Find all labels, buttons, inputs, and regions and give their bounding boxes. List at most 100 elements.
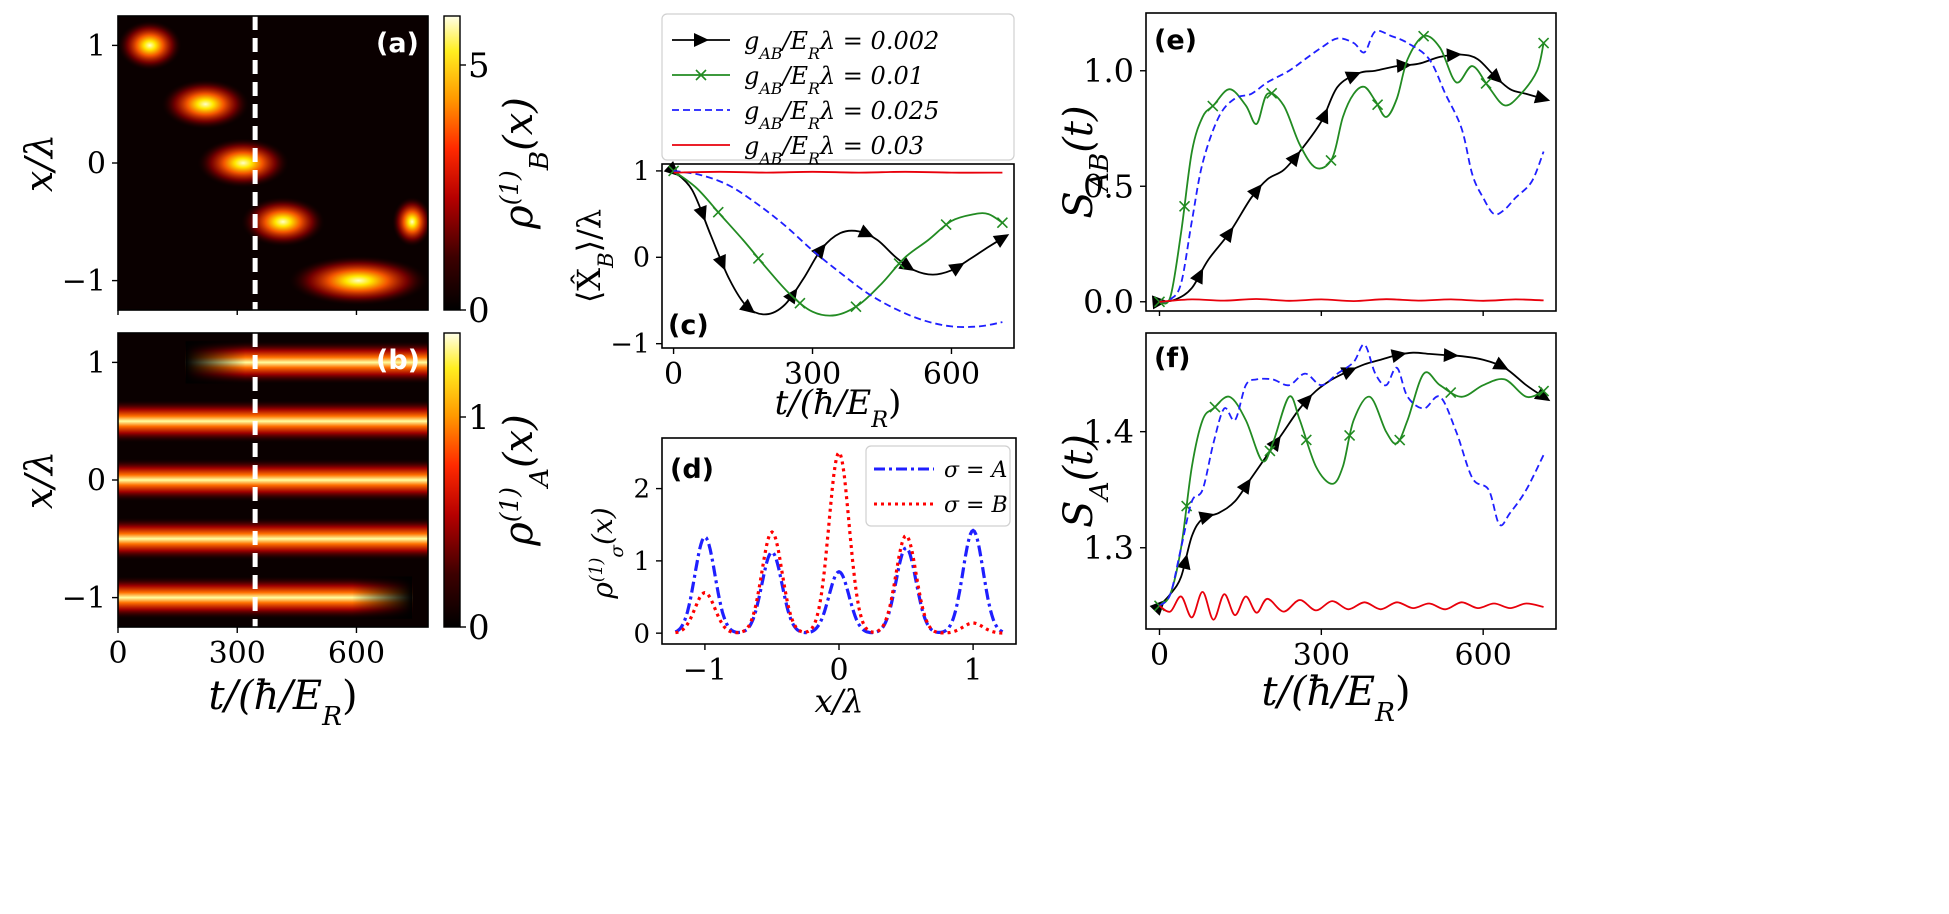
y-tick-label: 1.0 xyxy=(1083,52,1134,90)
x-axis-label: x/λ xyxy=(814,682,863,720)
series-line-000000 xyxy=(1159,53,1543,303)
x-marker xyxy=(893,258,905,270)
y-axis-label: SA(t) xyxy=(1056,434,1115,528)
series-line-228b22 xyxy=(673,170,1003,317)
colorbar-label: ρ(1)B(x) xyxy=(495,97,555,230)
triangle-marker xyxy=(1446,48,1462,63)
y-axis-label: ⟨X̂B⟩/λ xyxy=(570,209,618,303)
x-marker xyxy=(794,297,806,309)
x-marker xyxy=(1264,445,1276,457)
x-marker xyxy=(752,252,764,264)
legend-label: gAB/ERλ = 0.01 xyxy=(744,62,924,98)
series-line-e8000b xyxy=(1158,590,1544,621)
triangle-marker xyxy=(712,254,726,271)
triangle-marker xyxy=(857,224,874,238)
x-tick-label: 600 xyxy=(923,357,980,392)
x-marker xyxy=(850,301,862,313)
x-tick-label: 300 xyxy=(209,636,266,671)
triangle-marker xyxy=(1533,387,1551,402)
x-tick-label: 1 xyxy=(964,653,983,688)
x-axis-label: t/(ħ/ER) xyxy=(208,673,357,732)
x-axis-label: t/(ħ/ER) xyxy=(1261,669,1410,728)
y-tick-label: 1 xyxy=(633,547,650,577)
panel-f: 0 300 600 1.3 1.4SA(t) t/(ħ/ER) (f) xyxy=(1056,332,1557,728)
legend-box xyxy=(661,13,1015,161)
triangle-marker xyxy=(1176,553,1191,571)
density-blob xyxy=(197,138,289,188)
x-tick-label: −1 xyxy=(683,653,727,688)
density-blob xyxy=(241,197,325,247)
panel-label: (d) xyxy=(670,454,714,485)
triangle-marker xyxy=(1486,68,1503,84)
triangle-marker xyxy=(1247,184,1262,201)
triangle-marker xyxy=(1443,348,1459,363)
triangle-marker xyxy=(1297,394,1313,410)
heatmap-content xyxy=(118,16,428,310)
x-marker xyxy=(1418,30,1430,42)
triangle-marker xyxy=(739,298,756,314)
density-blob xyxy=(288,255,428,306)
series-line-e8000b xyxy=(1159,298,1544,303)
x-marker xyxy=(1266,87,1278,99)
colorbar-tick-label: 1 xyxy=(468,398,490,438)
x-tick-label: 600 xyxy=(1455,638,1512,673)
x-marker xyxy=(712,206,724,218)
triangle-marker xyxy=(1390,349,1407,363)
legend-box xyxy=(865,445,1011,527)
panel-label: (e) xyxy=(1154,25,1197,56)
x-marker xyxy=(1300,434,1312,446)
y-tick-label: 2 xyxy=(633,475,650,505)
panel-label: (c) xyxy=(668,310,709,341)
y-tick-label: 0 xyxy=(87,147,106,182)
panel-a: −1 0 1 x/λ (a) 0 5ρ(1)B(x) xyxy=(17,15,555,331)
density-blob xyxy=(118,20,182,71)
triangle-marker xyxy=(992,234,1010,248)
panel-label: (b) xyxy=(376,345,420,376)
x-tick-label: 0 xyxy=(829,653,848,688)
density-profile-ff0000 xyxy=(675,449,1003,635)
triangle-marker xyxy=(1315,107,1329,125)
legend-label: gAB/ERλ = 0.002 xyxy=(744,27,939,63)
x-marker xyxy=(1538,385,1550,397)
triangle-marker xyxy=(1533,89,1551,104)
y-tick-label: −1 xyxy=(62,581,106,616)
y-tick-label: 0.5 xyxy=(1083,167,1134,205)
colorbar-tick-label: 0 xyxy=(468,291,490,331)
series-line-228b22 xyxy=(1158,371,1544,607)
x-axis-label: t/(ħ/ER) xyxy=(775,383,902,433)
triangle-marker xyxy=(1198,511,1215,525)
y-tick-label: −1 xyxy=(62,264,106,299)
axes-frame xyxy=(661,163,1015,349)
triangle-marker xyxy=(1266,435,1281,453)
legend-label: gAB/ERλ = 0.03 xyxy=(744,132,924,168)
triangle-marker xyxy=(1492,356,1509,370)
y-axis-label: x/λ xyxy=(17,134,61,192)
x-marker xyxy=(940,219,952,231)
triangle-marker xyxy=(1344,71,1362,85)
x-marker xyxy=(1445,387,1457,399)
y-tick-label: 0 xyxy=(633,619,650,649)
series-line-e8000b xyxy=(673,170,1003,174)
y-axis-label: x/λ xyxy=(17,451,61,509)
panel-c: 0 300 600 −1 0 1 ⟨X̂B⟩/λ t/(ħ/ER) (c) gAB/ERλ = 0… xyxy=(570,13,1015,433)
colorbar xyxy=(443,332,461,628)
x-marker xyxy=(1394,434,1406,446)
panel-d: −1 0 1 0 1 2ρ(1)σ(x) x/λ (d) σ = A σ = B xyxy=(586,437,1017,720)
x-marker xyxy=(1538,37,1550,49)
x-tick-label: 300 xyxy=(1293,638,1350,673)
triangle-marker xyxy=(811,243,826,260)
density-blob xyxy=(161,79,250,129)
y-tick-label: 0 xyxy=(633,243,650,274)
series-line-000000 xyxy=(672,170,1003,316)
x-tick-label: 0 xyxy=(1150,638,1169,673)
triangle-marker xyxy=(1340,367,1357,381)
x-tick-label: 0 xyxy=(108,636,127,671)
panel-e: 0.0 0.5 1.0 SAB(t) (e) xyxy=(1056,12,1557,321)
y-tick-label: 1.4 xyxy=(1083,413,1134,451)
band-fade-right xyxy=(352,576,413,619)
triangle-marker xyxy=(948,262,965,277)
y-tick-label: 1.3 xyxy=(1083,529,1134,567)
x-marker xyxy=(1344,429,1356,442)
